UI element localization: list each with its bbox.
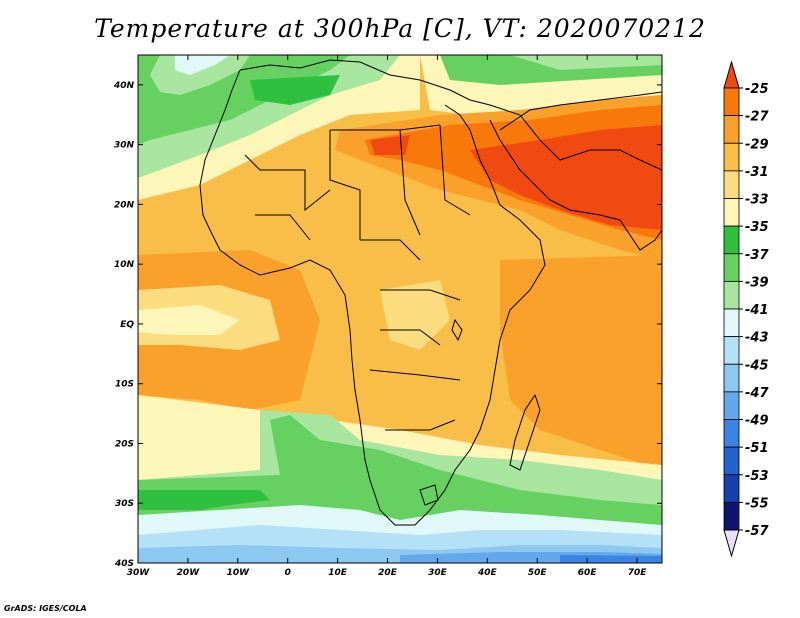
lat-tick-label: 10N <box>114 260 135 270</box>
colorbar-swatch <box>723 336 740 365</box>
temperature-field <box>138 55 662 563</box>
lon-tick-label: 30E <box>428 568 448 578</box>
colorbar-swatch <box>723 391 740 420</box>
lon-tick-label: 70E <box>628 568 648 578</box>
longitude-axis: 30W 20W 10W 0 10E 20E 30E 40E 50E 60E 70E <box>127 55 647 578</box>
colorbar-level-label: -55 <box>745 496 769 511</box>
colorbar-level-label: -43 <box>745 331 769 346</box>
lat-tick-label: 20N <box>114 200 135 210</box>
lat-tick-label: 30N <box>114 141 135 151</box>
colorbar-level-label: -37 <box>745 248 769 263</box>
lon-tick-label: 60E <box>578 568 598 578</box>
colorbar-swatch <box>723 253 740 282</box>
colorbar-swatch <box>723 363 740 393</box>
colorbar-swatch <box>723 446 740 476</box>
lon-tick-label: 10E <box>328 568 348 578</box>
colorbar-swatch <box>723 308 740 338</box>
colorbar-swatch <box>723 142 740 172</box>
colorbar-level-label: -51 <box>745 441 769 456</box>
grads-credit: GrADS: IGES/COLA <box>4 604 87 613</box>
lat-tick-label: 40N <box>113 81 135 91</box>
colorbar-level-label: -53 <box>745 469 769 484</box>
colorbar-level-label: -25 <box>745 82 769 97</box>
lon-tick-label: 30W <box>127 568 151 578</box>
colorbar-level-label: -31 <box>745 165 769 180</box>
colorbar-swatch <box>723 474 740 503</box>
lon-tick-label: 50E <box>528 568 548 578</box>
colorbar-swatch <box>723 115 740 144</box>
lon-tick-label: 0 <box>285 568 291 578</box>
colorbar-level-label: -27 <box>745 110 769 125</box>
colorbar-swatch <box>723 198 740 227</box>
colorbar-top-arrow <box>723 60 740 89</box>
colorbar-swatch <box>723 225 740 255</box>
colorbar-swatch <box>723 419 740 448</box>
lon-tick-label: 20W <box>177 568 201 578</box>
colorbar-level-label: -35 <box>745 220 769 235</box>
lon-tick-label: 10W <box>227 568 251 578</box>
lat-tick-label: 20S <box>115 439 134 449</box>
lat-tick-label: EQ <box>120 320 134 330</box>
lat-tick-label: 30S <box>115 499 134 509</box>
colorbar-level-label: -33 <box>745 193 769 208</box>
colorbar-swatch <box>723 87 740 117</box>
lat-tick-label: 40S <box>114 559 134 569</box>
lon-tick-label: 40E <box>477 568 498 578</box>
colorbar-level-label: -47 <box>745 386 769 401</box>
colorbar-level-label: -49 <box>745 414 769 429</box>
colorbar-level-label: -39 <box>745 275 769 290</box>
lat-tick-label: 10S <box>115 380 134 390</box>
colorbar-level-label: -45 <box>745 358 769 373</box>
colorbar-swatch <box>723 280 740 310</box>
colorbar-bottom-arrow <box>723 529 740 558</box>
colorbar-level-label: -41 <box>745 303 769 318</box>
plot-frame <box>137 54 663 564</box>
lon-tick-label: 20E <box>378 568 398 578</box>
colorbar-level-label: -57 <box>745 524 769 539</box>
colorbar-swatch <box>723 501 740 531</box>
map-title: Temperature at 300hPa [C], VT: 202007021… <box>94 14 706 43</box>
coastlines <box>199 59 662 526</box>
latitude-axis: 40N 30N 20N 10N EQ 10S 20S 30S 40S <box>113 81 662 569</box>
colorbar-level-label: -29 <box>745 137 769 152</box>
colorbar-swatch <box>723 170 740 199</box>
